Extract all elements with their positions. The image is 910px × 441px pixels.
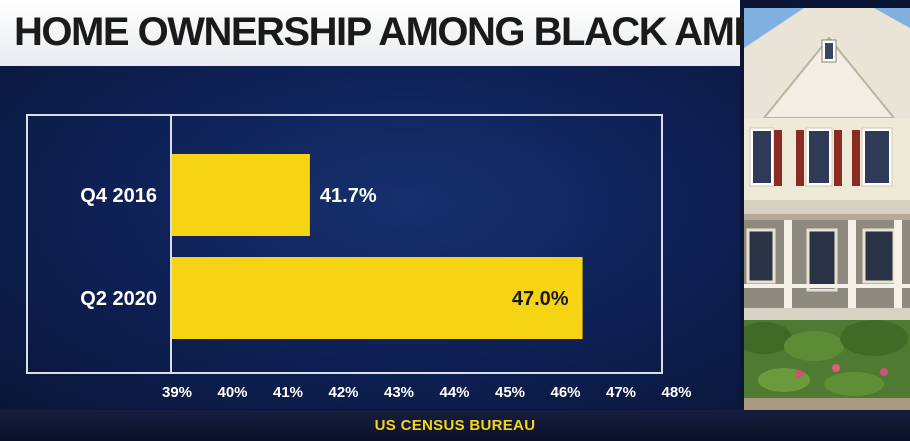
title-bar: HOME OWNERSHIP AMONG BLACK AMERICANS	[0, 0, 904, 66]
x-tick-label: 47%	[606, 384, 636, 401]
value-labels: 41.7% 47.0%	[320, 185, 569, 310]
x-tick-label: 48%	[661, 384, 691, 401]
bars-layer	[172, 154, 583, 339]
x-tick-label: 39%	[162, 384, 192, 401]
house-illustration	[744, 8, 910, 412]
house-photo	[744, 8, 910, 412]
x-tick-label: 44%	[439, 384, 469, 401]
x-tick-label: 46%	[550, 384, 580, 401]
value-label: 47.0%	[512, 288, 569, 310]
bar-q4-2016	[172, 154, 310, 236]
category-label: Q2 2020	[80, 288, 157, 310]
x-tick-label: 43%	[384, 384, 414, 401]
bar-chart: Q4 2016 Q2 2020 41.7% 47.0% 39% 40% 41% 42% 43…	[26, 114, 692, 401]
chart-panel	[0, 66, 740, 409]
source-bar: US CENSUS BUREAU	[0, 410, 910, 441]
category-labels: Q4 2016 Q2 2020	[80, 185, 157, 310]
x-tick-label: 45%	[495, 384, 525, 401]
x-tick-label: 41%	[273, 384, 303, 401]
x-tick-label: 40%	[217, 384, 247, 401]
x-tick-labels: 39% 40% 41% 42% 43% 44% 45% 46% 47% 48%	[162, 384, 692, 401]
bar-q2-2020	[172, 257, 583, 339]
plot-frame	[26, 114, 663, 374]
x-tick-label: 42%	[328, 384, 358, 401]
source-label: US CENSUS BUREAU	[374, 417, 536, 434]
value-label: 41.7%	[320, 185, 377, 207]
category-label: Q4 2016	[80, 185, 157, 207]
